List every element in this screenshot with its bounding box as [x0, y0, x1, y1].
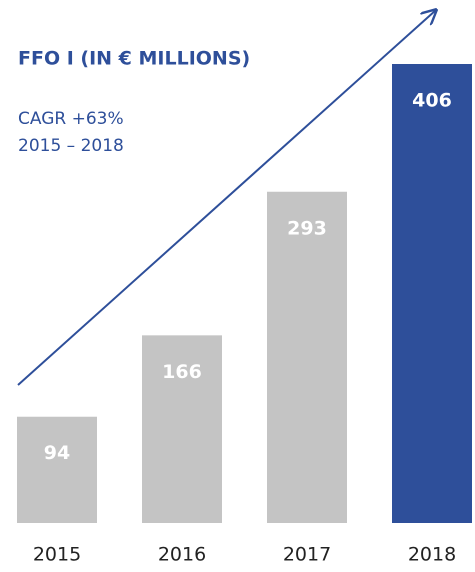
bar [392, 64, 472, 523]
bar [142, 335, 222, 523]
x-tick-label: 2015 [33, 544, 81, 566]
value-label: 166 [162, 361, 202, 383]
x-tick-label: 2017 [283, 544, 331, 566]
chart-title: FFO I (IN € MILLIONS) [18, 48, 250, 70]
x-tick-label: 2016 [158, 544, 206, 566]
value-label: 406 [412, 90, 452, 112]
x-tick-label: 2018 [408, 544, 456, 566]
annotation: 2015 – 2018 [18, 136, 124, 156]
annotation: CAGR +63% [18, 109, 124, 129]
value-label: 94 [44, 442, 70, 464]
bar [17, 416, 97, 523]
bar [267, 191, 347, 524]
value-label: 293 [287, 217, 327, 239]
growth-arrow [17, 10, 436, 386]
